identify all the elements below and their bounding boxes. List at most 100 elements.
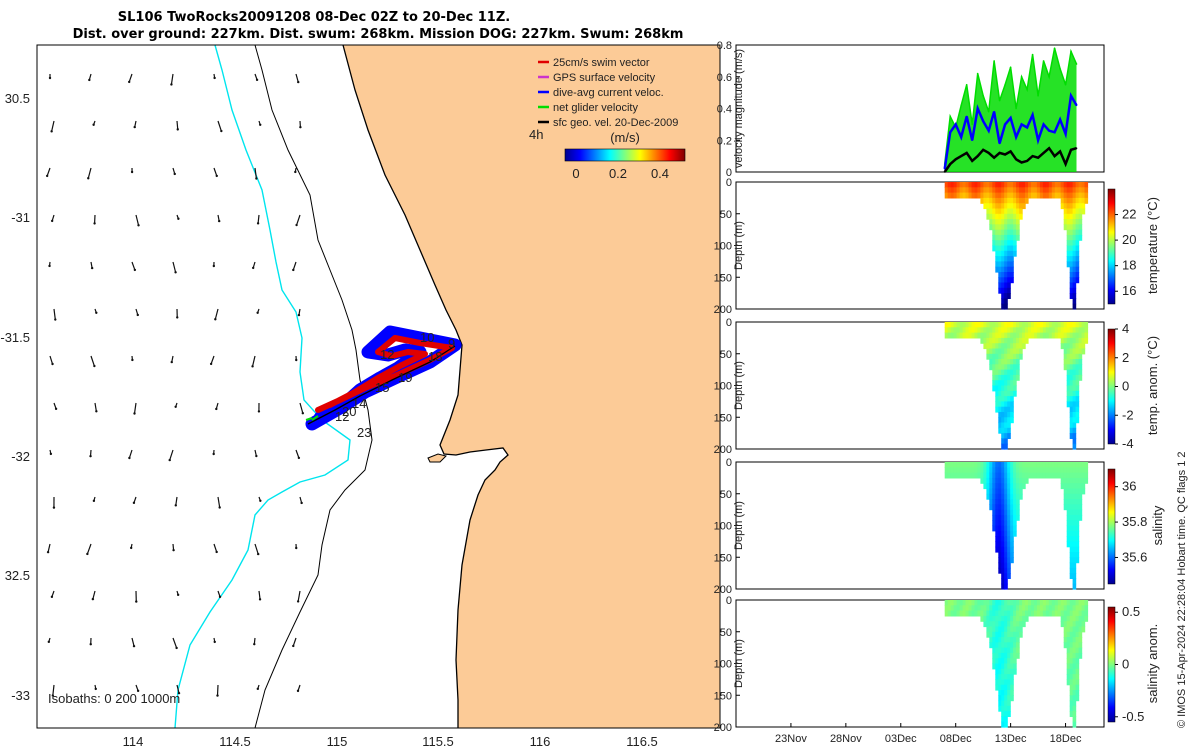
section-cell bbox=[1007, 573, 1011, 579]
section-cell bbox=[1073, 573, 1077, 579]
data-point bbox=[1070, 95, 1072, 97]
current-vector-head bbox=[295, 359, 297, 361]
section-cell bbox=[1073, 568, 1077, 574]
current-vector-head bbox=[46, 175, 48, 177]
section-cell bbox=[1019, 209, 1023, 215]
y-tick-label: 100 bbox=[714, 521, 732, 533]
section-cell bbox=[1073, 444, 1077, 450]
section-cell bbox=[1013, 391, 1017, 397]
section-cell bbox=[1016, 219, 1020, 225]
section-cell bbox=[1016, 235, 1020, 241]
section-cell bbox=[1025, 616, 1029, 622]
current-vector-head bbox=[51, 363, 53, 365]
section-cell bbox=[1019, 354, 1023, 360]
data-point bbox=[999, 100, 1001, 102]
colorbar-tick-label: 0 bbox=[1122, 379, 1129, 394]
footer-credit: © IMOS 15-Apr-2024 22:28:04 Hobart time.… bbox=[1176, 451, 1188, 728]
legend-label: dive-avg current veloc. bbox=[553, 87, 664, 99]
section-cell bbox=[1076, 246, 1080, 252]
data-point bbox=[1021, 76, 1023, 78]
section-cell bbox=[1004, 298, 1008, 304]
current-vector bbox=[177, 121, 178, 129]
data-point bbox=[1059, 119, 1061, 121]
day-label: 19 bbox=[398, 370, 412, 385]
y-tick-label: 150 bbox=[714, 690, 732, 702]
section-cell bbox=[1076, 690, 1080, 696]
current-vector-head bbox=[174, 271, 176, 273]
section-cell bbox=[1073, 722, 1077, 728]
section-cell bbox=[1016, 510, 1020, 516]
section-cell bbox=[1019, 489, 1023, 495]
current-vector-head bbox=[53, 506, 55, 508]
data-point bbox=[1021, 124, 1023, 126]
colorbar-tick-label: -2 bbox=[1122, 407, 1134, 422]
section-cell bbox=[1004, 578, 1008, 584]
colorbar-tick-label: -0.5 bbox=[1122, 709, 1144, 724]
current-vector-head bbox=[299, 126, 301, 128]
current-vector-head bbox=[86, 553, 88, 555]
section-cell bbox=[1073, 716, 1077, 722]
current-vector-head bbox=[51, 596, 53, 598]
current-vector-head bbox=[135, 600, 137, 602]
velocity-ylabel: velocity magnitude (m/s) bbox=[733, 49, 745, 168]
section-cell bbox=[1013, 531, 1017, 537]
data-point bbox=[1043, 60, 1045, 62]
section-cell bbox=[1079, 214, 1083, 220]
section-cell bbox=[1016, 642, 1020, 648]
section-cell bbox=[1079, 494, 1083, 500]
section-cell bbox=[1085, 605, 1089, 611]
section-cell bbox=[1076, 536, 1080, 542]
section-cell bbox=[1073, 584, 1077, 590]
y-tick-label: 50 bbox=[720, 349, 732, 361]
section-cell bbox=[1085, 611, 1089, 617]
section-cell bbox=[1076, 240, 1080, 246]
data-point bbox=[982, 149, 984, 151]
y-tick-label: 200 bbox=[714, 722, 732, 734]
y-tick-label: 150 bbox=[714, 412, 732, 424]
data-point bbox=[1048, 130, 1050, 132]
colorbar-tick-label: 0 bbox=[1122, 657, 1129, 672]
section-cell bbox=[1016, 499, 1020, 505]
section-cell bbox=[1022, 203, 1026, 209]
data-point bbox=[1076, 105, 1078, 107]
data-point bbox=[1048, 147, 1050, 149]
colorbar-label: salinity bbox=[1150, 505, 1165, 545]
data-point bbox=[966, 84, 968, 86]
section-cell bbox=[1076, 531, 1080, 537]
current-vector-head bbox=[133, 412, 135, 414]
section-cell bbox=[1010, 417, 1014, 423]
y-tick-label: 150 bbox=[714, 552, 732, 564]
data-point bbox=[1054, 47, 1056, 49]
data-point bbox=[1076, 63, 1078, 65]
current-vector-head bbox=[49, 77, 51, 79]
data-point bbox=[1032, 114, 1034, 116]
section-cell bbox=[1010, 679, 1014, 685]
section-cell bbox=[1085, 187, 1089, 193]
section-cell bbox=[1073, 423, 1077, 429]
section-cell bbox=[1010, 536, 1014, 542]
current-vector-head bbox=[92, 598, 94, 600]
current-vector-head bbox=[93, 365, 95, 367]
y-tick-label: 100 bbox=[714, 659, 732, 671]
section-cell bbox=[1016, 653, 1020, 659]
section-cell bbox=[1007, 563, 1011, 569]
section-cell bbox=[1076, 557, 1080, 563]
section-cell bbox=[1079, 648, 1083, 654]
data-point bbox=[955, 124, 957, 126]
current-vector-head bbox=[257, 222, 259, 224]
legend-label: 25cm/s swim vector bbox=[553, 57, 650, 69]
data-point bbox=[960, 105, 962, 107]
current-vector-head bbox=[216, 694, 218, 696]
section-cell bbox=[1007, 433, 1011, 439]
current-vector-head bbox=[218, 220, 220, 222]
data-point bbox=[1037, 157, 1039, 159]
lat-tick: -32 bbox=[11, 449, 30, 464]
current-vector-head bbox=[257, 688, 259, 690]
section-cell bbox=[1007, 428, 1011, 434]
current-vector-head bbox=[214, 318, 216, 320]
current-vector-head bbox=[298, 457, 300, 459]
section-cell bbox=[1085, 193, 1089, 199]
section-cell bbox=[1016, 515, 1020, 521]
current-vector-head bbox=[93, 222, 95, 224]
